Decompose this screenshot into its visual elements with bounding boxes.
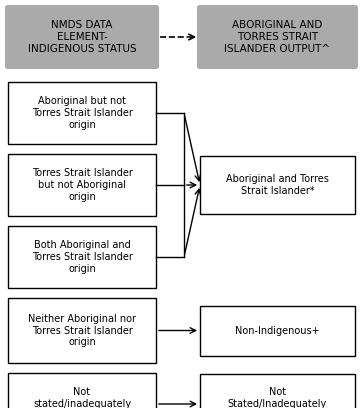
Text: Aboriginal but not
Torres Strait Islander
origin: Aboriginal but not Torres Strait Islande… — [32, 96, 132, 130]
Text: Not
stated/inadequately
described: Not stated/inadequately described — [33, 388, 131, 408]
Bar — [200, 374, 355, 408]
Text: Neither Aboriginal nor
Torres Strait Islander
origin: Neither Aboriginal nor Torres Strait Isl… — [28, 314, 136, 347]
Text: Aboriginal and Torres
Strait Islander*: Aboriginal and Torres Strait Islander* — [226, 174, 329, 196]
Text: NMDS DATA
ELEMENT-
INDIGENOUS STATUS: NMDS DATA ELEMENT- INDIGENOUS STATUS — [28, 20, 136, 53]
Text: Not
Stated/Inadequately
described+: Not Stated/Inadequately described+ — [228, 388, 327, 408]
Bar — [8, 373, 156, 408]
Bar — [8, 82, 156, 144]
Bar — [8, 226, 156, 288]
Text: Non-Indigenous+: Non-Indigenous+ — [235, 326, 320, 335]
FancyBboxPatch shape — [198, 6, 357, 68]
Text: Both Aboriginal and
Torres Strait Islander
origin: Both Aboriginal and Torres Strait Island… — [32, 240, 132, 274]
Text: ABORIGINAL AND
TORRES STRAIT
ISLANDER OUTPUT^: ABORIGINAL AND TORRES STRAIT ISLANDER OU… — [224, 20, 331, 53]
Text: Torres Strait Islander
but not Aboriginal
origin: Torres Strait Islander but not Aborigina… — [32, 169, 132, 202]
Bar — [200, 306, 355, 355]
Bar — [8, 298, 156, 363]
FancyBboxPatch shape — [6, 6, 158, 68]
Bar — [8, 154, 156, 216]
Bar — [200, 156, 355, 214]
